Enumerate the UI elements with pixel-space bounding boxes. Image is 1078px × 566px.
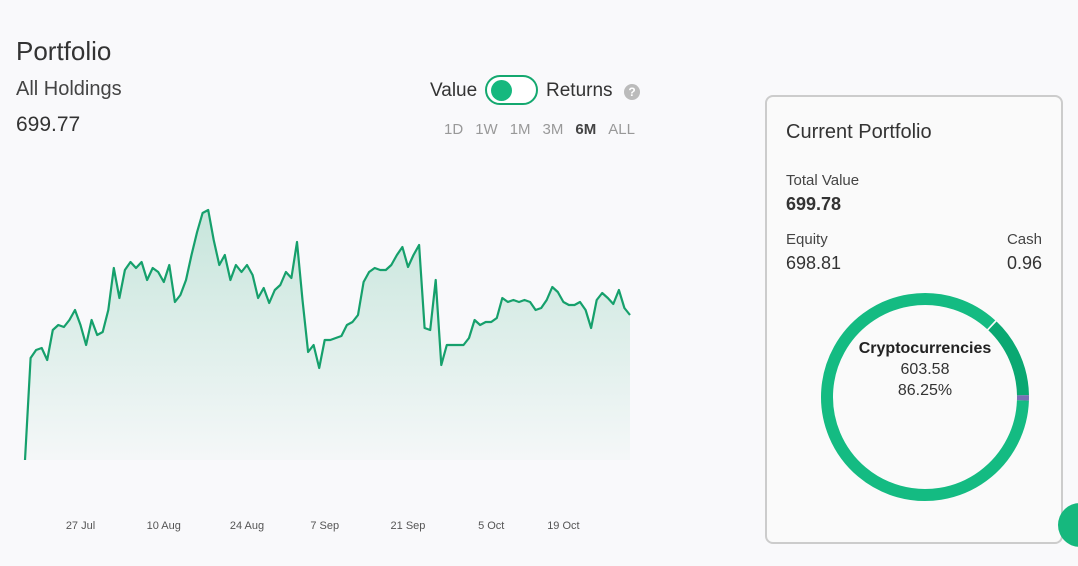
subtitle: All Holdings (16, 78, 122, 100)
equity-value: 698.81 (786, 253, 842, 273)
x-tick-label: 27 Jul (66, 520, 95, 532)
cash-label: Cash (1006, 231, 1042, 248)
total-label: Total Value (786, 172, 860, 189)
range-button[interactable]: 1M (509, 121, 531, 138)
toggle-left-label[interactable]: Value (430, 80, 478, 101)
chart: 27 Jul 10 Aug 24 Aug 7 Sep 21 Sep 5 Oct 19 Oct (23, 208, 631, 532)
holdings-value: 699.77 (16, 113, 81, 136)
area-fill (25, 210, 630, 460)
help-icon[interactable]: ? (624, 84, 640, 100)
range-button[interactable]: 1W (475, 121, 498, 138)
donut-label: Cryptocurrencies (859, 340, 992, 357)
x-tick-label: 21 Sep (391, 520, 426, 532)
donut-chart: Cryptocurrencies 603.58 86.25% (821, 293, 1029, 501)
x-tick-label: 24 Aug (230, 520, 264, 532)
x-tick-label: 5 Oct (478, 520, 504, 532)
total-value: 699.78 (786, 194, 842, 214)
portfolio-card (765, 95, 1063, 544)
donut-amount: 603.58 (901, 361, 950, 378)
equity-label: Equity (786, 231, 828, 248)
range-selector: 1D 1W 1M 3M 6M ALL (444, 121, 635, 138)
chat-button[interactable] (1058, 503, 1078, 547)
donut-percent: 86.25% (898, 382, 952, 399)
x-tick-label: 7 Sep (310, 520, 339, 532)
x-tick-label: 10 Aug (147, 520, 181, 532)
range-button[interactable]: 1D (444, 121, 464, 138)
range-button[interactable]: 6M (575, 121, 597, 138)
x-tick-label: 19 Oct (547, 520, 579, 532)
cash-value: 0.96 (1006, 253, 1042, 273)
page-title: Portfolio (16, 36, 112, 66)
toggle-knob (491, 80, 512, 101)
card-title: Current Portfolio (786, 121, 932, 143)
toggle-switch[interactable] (485, 75, 538, 105)
range-button[interactable]: ALL (608, 121, 635, 138)
range-button[interactable]: 3M (542, 121, 564, 138)
value-line (23, 208, 631, 461)
donut-segment (821, 293, 1029, 501)
donut-rest (988, 321, 1029, 396)
toggle-right-label[interactable]: Returns (546, 80, 613, 101)
